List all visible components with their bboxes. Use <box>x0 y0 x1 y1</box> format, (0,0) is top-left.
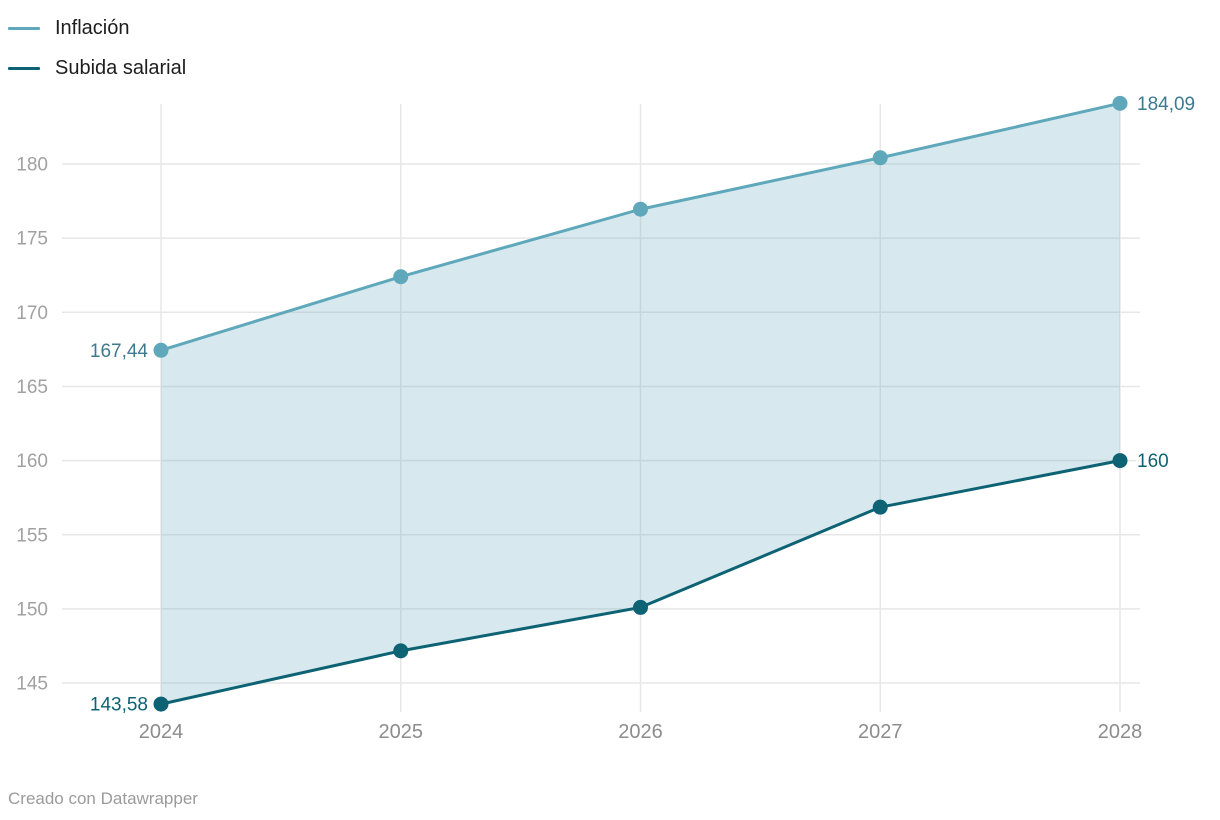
data-point <box>633 599 648 615</box>
legend-swatch-subida-salarial <box>8 66 40 70</box>
y-tick-label: 175 <box>16 229 48 250</box>
data-point <box>393 269 409 285</box>
x-tick-label: 2024 <box>139 721 184 743</box>
legend-item-inflacion: Inflación <box>8 8 186 48</box>
x-tick-label: 2025 <box>379 721 424 743</box>
x-tick-label: 2027 <box>858 721 903 743</box>
y-tick-label: 170 <box>16 303 48 324</box>
legend: Inflación Subida salarial <box>8 8 186 88</box>
legend-label-inflacion: Inflación <box>55 17 130 39</box>
data-point <box>872 150 888 166</box>
value-label-last: 160 <box>1137 451 1169 472</box>
y-tick-label: 145 <box>16 674 48 695</box>
data-point <box>872 499 888 515</box>
attribution-text: Creado con Datawrapper <box>8 789 198 808</box>
y-tick-label: 165 <box>16 377 48 398</box>
data-point <box>1112 453 1128 469</box>
data-point <box>153 696 169 712</box>
y-tick-label: 155 <box>16 525 48 546</box>
y-tick-label: 180 <box>16 155 48 176</box>
value-label-last: 184,09 <box>1137 94 1195 115</box>
legend-label-subida-salarial: Subida salarial <box>55 57 187 79</box>
data-point <box>1112 95 1128 111</box>
data-point <box>393 643 409 659</box>
legend-swatch-inflacion <box>8 26 40 30</box>
x-tick-label: 2028 <box>1098 721 1143 743</box>
value-label-first: 143,58 <box>90 695 148 716</box>
x-tick-label: 2026 <box>618 721 663 743</box>
value-label-first: 167,44 <box>90 341 149 362</box>
y-tick-label: 160 <box>16 451 48 472</box>
data-point <box>153 342 169 358</box>
y-tick-label: 150 <box>16 599 48 620</box>
series-area <box>161 103 1120 705</box>
data-point <box>633 201 648 217</box>
legend-item-subida-salarial: Subida salarial <box>8 48 186 88</box>
